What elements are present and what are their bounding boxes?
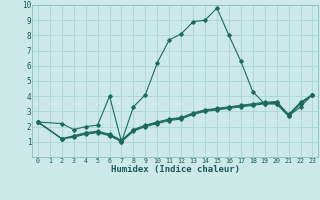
X-axis label: Humidex (Indice chaleur): Humidex (Indice chaleur) [111, 165, 240, 174]
